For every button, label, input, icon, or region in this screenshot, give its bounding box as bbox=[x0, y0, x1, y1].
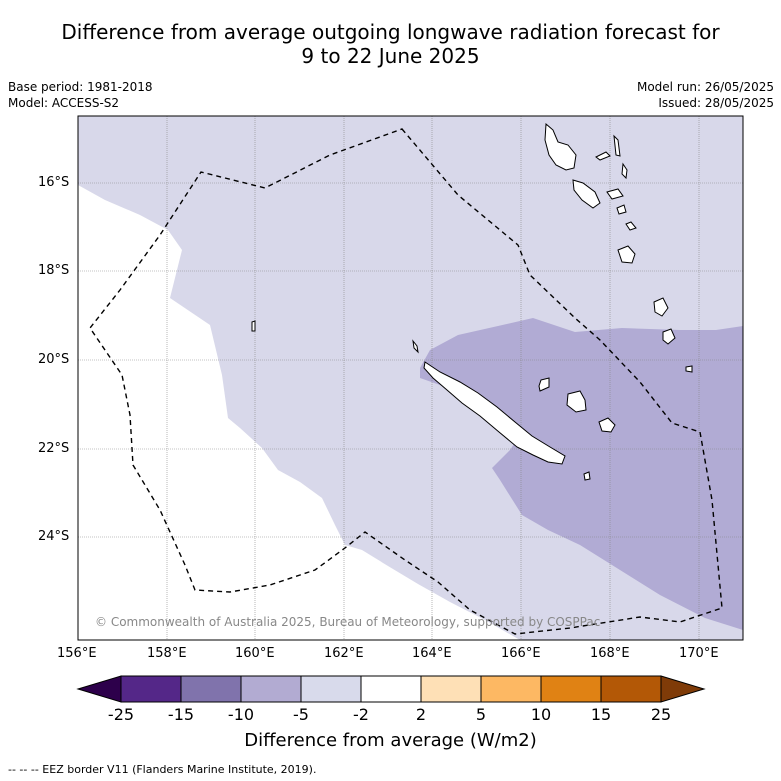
colorbar-tick: -5 bbox=[293, 705, 309, 724]
epi-island bbox=[616, 204, 627, 215]
belep-islet bbox=[412, 339, 419, 354]
lon-label: 164°E bbox=[412, 646, 452, 661]
colorbar-extend-high bbox=[660, 675, 706, 703]
colorbar-title: Difference from average (W/m2) bbox=[244, 730, 537, 751]
anomaly-region-mid bbox=[420, 318, 743, 630]
pentecost-island bbox=[621, 162, 628, 180]
lon-label: 156°E bbox=[57, 646, 97, 661]
tanna-island bbox=[662, 328, 676, 345]
issued-date: Issued: 28/05/2025 bbox=[658, 96, 774, 110]
colorbar-tick: -15 bbox=[167, 705, 195, 724]
colorbar-extend-low bbox=[76, 675, 122, 703]
colorbar-bin bbox=[480, 675, 542, 703]
new-caledonia-island bbox=[423, 361, 566, 465]
colorbar-bin bbox=[300, 675, 362, 703]
ouvea-island bbox=[538, 377, 550, 392]
lon-label: 168°E bbox=[590, 646, 630, 661]
colorbar-tick: -25 bbox=[107, 705, 135, 724]
title-line-1: Difference from average outgoing longwav… bbox=[61, 20, 720, 44]
colorbar-bin bbox=[420, 675, 482, 703]
model-name: Model: ACCESS-S2 bbox=[8, 96, 120, 110]
lon-label: 170°E bbox=[679, 646, 719, 661]
lat-label: 16°S bbox=[38, 175, 70, 190]
lon-label: 162°E bbox=[324, 646, 364, 661]
malakula-island bbox=[572, 179, 601, 209]
chesterfield-islet bbox=[251, 320, 256, 332]
colorbar-bin bbox=[240, 675, 302, 703]
colorbar-bin bbox=[540, 675, 602, 703]
colorbar bbox=[76, 675, 706, 703]
lat-label: 22°S bbox=[38, 441, 70, 456]
isle-of-pines bbox=[583, 471, 591, 481]
colorbar-tick: 25 bbox=[650, 705, 672, 724]
map-area bbox=[78, 116, 743, 640]
colorbar-bin bbox=[120, 675, 182, 703]
colorbar-tick: 15 bbox=[590, 705, 612, 724]
shepherd-islets bbox=[625, 221, 637, 231]
ambae-island bbox=[595, 151, 611, 161]
colorbar-bin bbox=[180, 675, 242, 703]
base-period: Base period: 1981-2018 bbox=[8, 80, 153, 94]
ambrym-island bbox=[606, 188, 624, 200]
lifou-island bbox=[566, 390, 587, 413]
lon-label: 158°E bbox=[147, 646, 187, 661]
lon-label: 160°E bbox=[235, 646, 275, 661]
map-frame bbox=[77, 115, 744, 641]
title-line-2: 9 to 22 June 2025 bbox=[301, 44, 480, 68]
lat-label: 20°S bbox=[38, 352, 70, 367]
colorbar-tick: 5 bbox=[475, 705, 487, 724]
colorbar-bin bbox=[600, 675, 662, 703]
lat-label: 24°S bbox=[38, 529, 70, 544]
maewo-island bbox=[613, 134, 621, 157]
espiritu-santo-island bbox=[544, 122, 577, 171]
lat-label: 18°S bbox=[38, 263, 70, 278]
lon-label: 166°E bbox=[501, 646, 541, 661]
model-run: Model run: 26/05/2025 bbox=[636, 80, 774, 94]
efate-island bbox=[617, 245, 636, 264]
colorbar-tick: -10 bbox=[227, 705, 255, 724]
colorbar-tick: 2 bbox=[415, 705, 427, 724]
eez-footnote: -- -- -- EEZ border V11 (Flanders Marine… bbox=[8, 763, 317, 776]
erromango-island bbox=[653, 297, 669, 317]
mare-island bbox=[598, 417, 616, 433]
colorbar-tick: -2 bbox=[353, 705, 369, 724]
aneityum-island bbox=[685, 365, 693, 373]
colorbar-tick: 10 bbox=[530, 705, 552, 724]
colorbar-bin bbox=[360, 675, 422, 703]
graticule bbox=[78, 116, 743, 640]
copyright-notice: © Commonwealth of Australia 2025, Bureau… bbox=[95, 615, 601, 629]
